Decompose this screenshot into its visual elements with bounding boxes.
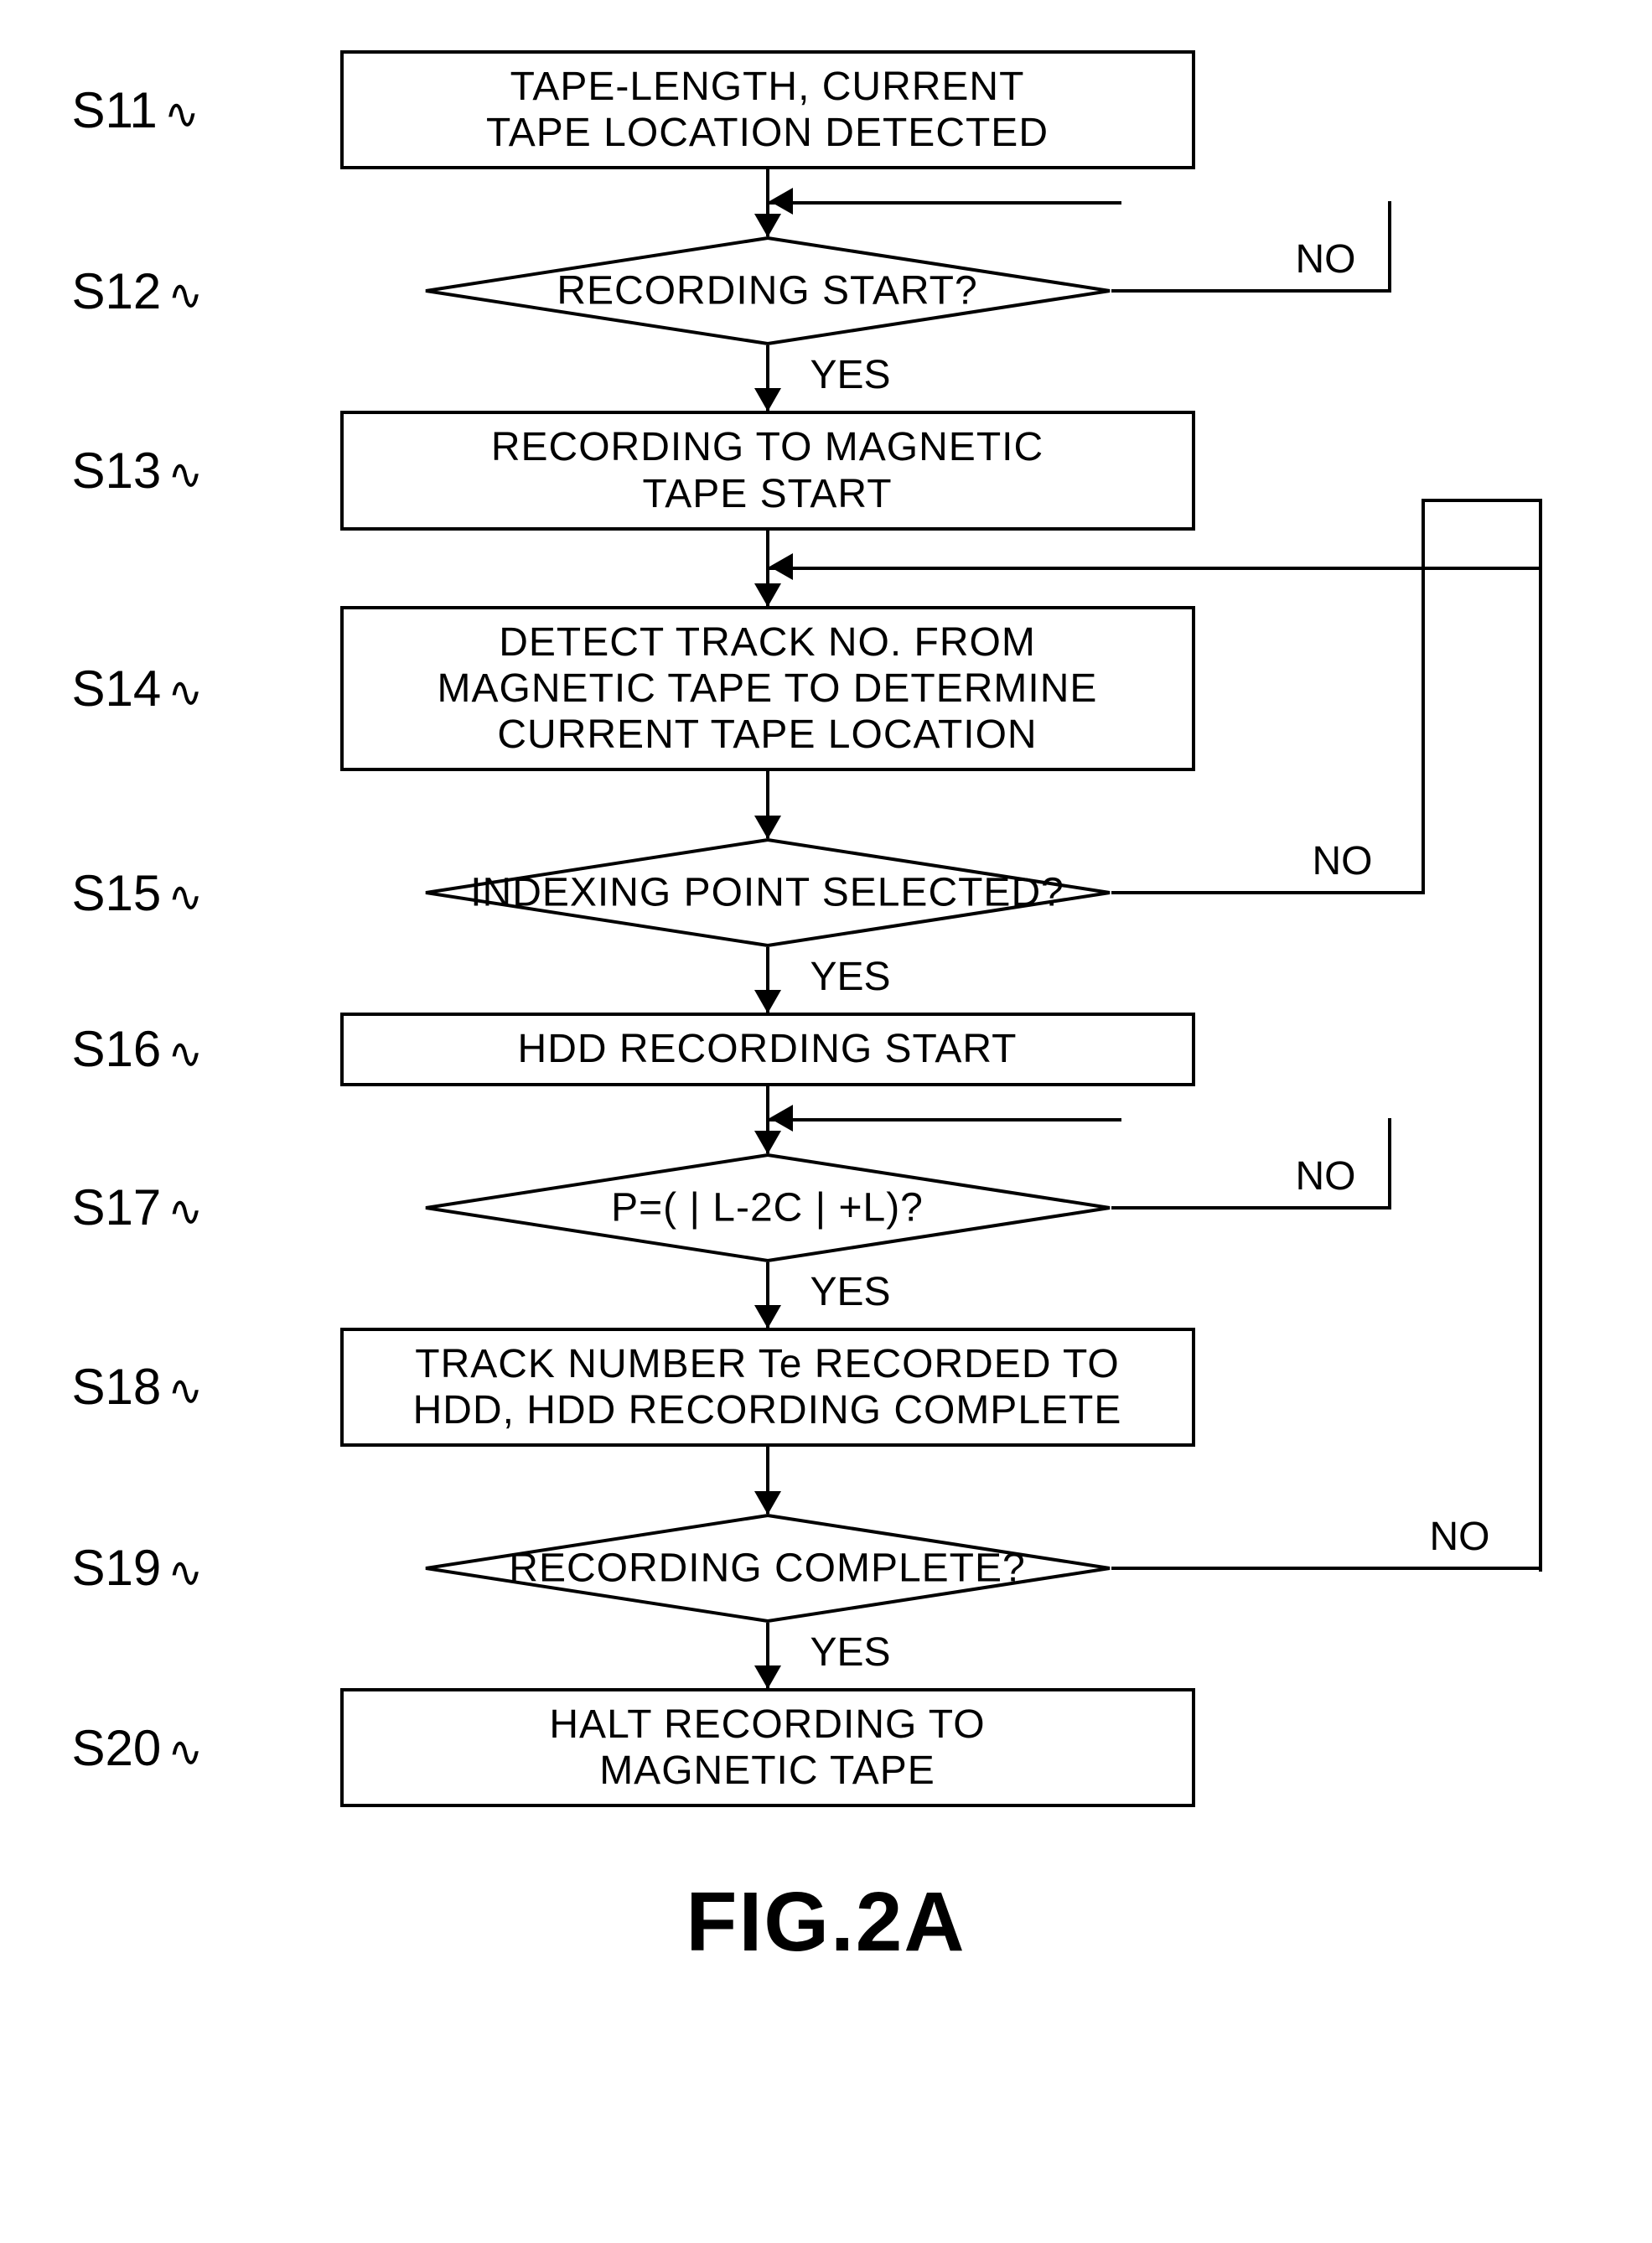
text-s13-l1: RECORDING TO MAGNETIC xyxy=(491,425,1044,469)
text-s17: P=( | L-2C | +L)? xyxy=(611,1184,924,1230)
text-s16: HDD RECORDING START xyxy=(518,1027,1018,1071)
conn-s18-s19 xyxy=(340,1447,1195,1514)
no-label-s12: NO xyxy=(1296,236,1356,282)
yes-label-s15: YES xyxy=(810,954,891,1000)
rect-s18: TRACK NUMBER Te RECORDED TO HDD, HDD REC… xyxy=(340,1328,1195,1447)
text-s20-l2: MAGNETIC TAPE xyxy=(599,1748,935,1793)
step-label-s13: S13∿ xyxy=(72,442,204,500)
text-s14-l3: CURRENT TAPE LOCATION xyxy=(497,712,1037,757)
text-s20-l1: HALT RECORDING TO xyxy=(549,1702,985,1747)
step-s17: S17∿ P=( | L-2C | +L)? NO xyxy=(72,1153,1581,1262)
text-s18-l2: HDD, HDD RECORDING COMPLETE xyxy=(413,1388,1122,1432)
flowchart-container: S11∿ TAPE-LENGTH, CURRENT TAPE LOCATION … xyxy=(72,50,1581,1971)
step-label-s15: S15∿ xyxy=(72,864,204,922)
step-s11: S11∿ TAPE-LENGTH, CURRENT TAPE LOCATION … xyxy=(72,50,1581,169)
rect-s14: DETECT TRACK NO. FROM MAGNETIC TAPE TO D… xyxy=(340,606,1195,772)
conn-s11-s12 xyxy=(340,169,1195,236)
rect-s16: HDD RECORDING START xyxy=(340,1013,1195,1085)
step-s19: S19∿ RECORDING COMPLETE? NO xyxy=(72,1514,1581,1623)
conn-s15-s16: YES xyxy=(340,947,1195,1013)
yes-label-s19: YES xyxy=(810,1629,891,1676)
no-label-s19: NO xyxy=(1430,1514,1490,1560)
conn-s17-s18: YES xyxy=(340,1262,1195,1328)
text-s14-l1: DETECT TRACK NO. FROM xyxy=(499,620,1036,665)
step-s13: S13∿ RECORDING TO MAGNETIC TAPE START xyxy=(72,411,1581,530)
step-s16: S16∿ HDD RECORDING START xyxy=(72,1013,1581,1085)
text-s11-l2: TAPE LOCATION DETECTED xyxy=(486,111,1049,155)
conn-s16-s17 xyxy=(340,1086,1195,1153)
conn-s12-s13: YES xyxy=(340,345,1195,411)
step-label-s20: S20∿ xyxy=(72,1719,204,1777)
diamond-s19: RECORDING COMPLETE? xyxy=(424,1514,1111,1623)
step-s18: S18∿ TRACK NUMBER Te RECORDED TO HDD, HD… xyxy=(72,1328,1581,1447)
conn-s13-s14 xyxy=(340,531,1195,606)
text-s11-l1: TAPE-LENGTH, CURRENT xyxy=(510,65,1025,109)
rect-s11: TAPE-LENGTH, CURRENT TAPE LOCATION DETEC… xyxy=(340,50,1195,169)
no-label-s17: NO xyxy=(1296,1153,1356,1199)
text-s13-l2: TAPE START xyxy=(642,472,892,516)
step-s15: S15∿ INDEXING POINT SELECTED? NO xyxy=(72,838,1581,947)
text-s18-l1: TRACK NUMBER Te RECORDED TO xyxy=(415,1342,1119,1386)
conn-s19-s20: YES xyxy=(340,1623,1195,1688)
rect-s20: HALT RECORDING TO MAGNETIC TAPE xyxy=(340,1688,1195,1807)
diamond-s12: RECORDING START? xyxy=(424,236,1111,345)
yes-label-s17: YES xyxy=(810,1269,891,1315)
conn-s14-s15 xyxy=(340,771,1195,838)
diamond-s15: INDEXING POINT SELECTED? xyxy=(424,838,1111,947)
step-label-s16: S16∿ xyxy=(72,1020,204,1078)
text-s15: INDEXING POINT SELECTED? xyxy=(470,870,1064,916)
step-s20: S20∿ HALT RECORDING TO MAGNETIC TAPE xyxy=(72,1688,1581,1807)
step-s14: S14∿ DETECT TRACK NO. FROM MAGNETIC TAPE… xyxy=(72,606,1581,772)
step-label-s18: S18∿ xyxy=(72,1358,204,1416)
text-s19: RECORDING COMPLETE? xyxy=(509,1545,1025,1591)
step-label-s19: S19∿ xyxy=(72,1539,204,1597)
diamond-s17: P=( | L-2C | +L)? xyxy=(424,1153,1111,1262)
text-s12: RECORDING START? xyxy=(557,268,977,314)
step-label-s11: S11∿ xyxy=(72,81,199,139)
text-s14-l2: MAGNETIC TAPE TO DETERMINE xyxy=(438,666,1098,711)
no-label-s15: NO xyxy=(1313,838,1373,884)
step-s12: S12∿ RECORDING START? NO xyxy=(72,236,1581,345)
step-label-s12: S12∿ xyxy=(72,262,204,320)
step-label-s17: S17∿ xyxy=(72,1178,204,1236)
yes-label-s12: YES xyxy=(810,352,891,398)
step-label-s14: S14∿ xyxy=(72,660,204,717)
rect-s13: RECORDING TO MAGNETIC TAPE START xyxy=(340,411,1195,530)
figure-title: FIG.2A xyxy=(72,1874,1581,1971)
